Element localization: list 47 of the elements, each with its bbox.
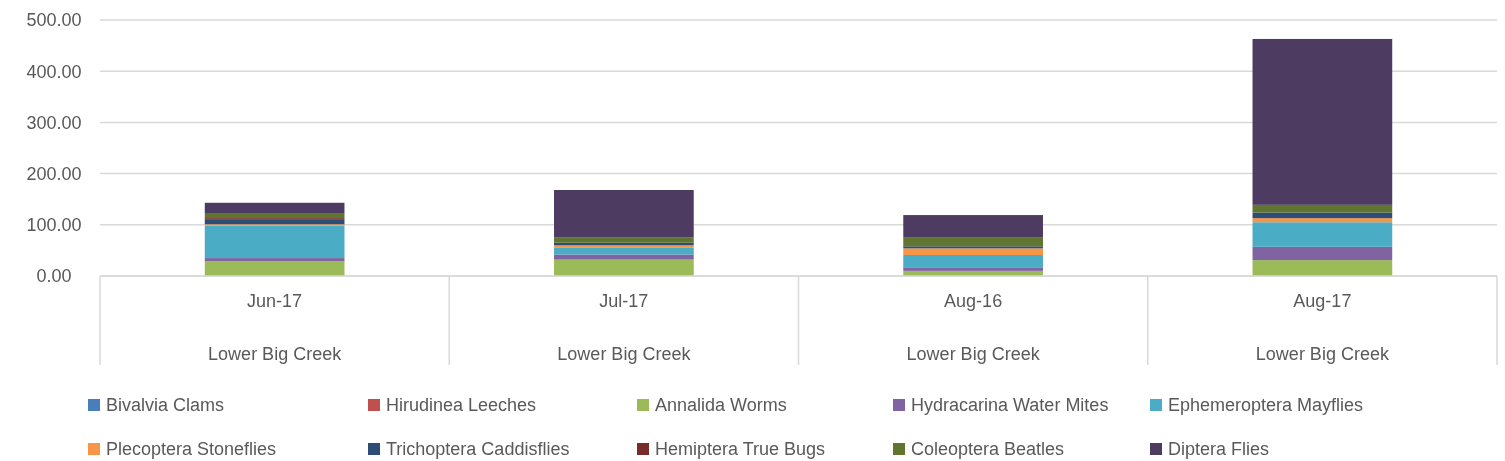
bar bbox=[903, 255, 1043, 268]
bar bbox=[204, 225, 345, 259]
bar bbox=[554, 247, 694, 255]
y-tick-label: 0.00 bbox=[36, 266, 72, 287]
legend-label: Coleoptera Beatles bbox=[911, 439, 1065, 460]
text: Lower Big Creek bbox=[208, 344, 343, 365]
legend-label: Hydracarina Water Mites bbox=[911, 395, 1109, 416]
bar bbox=[903, 246, 1043, 249]
bar bbox=[554, 189, 694, 238]
bar bbox=[1252, 218, 1393, 223]
legend-label: Annalida Worms bbox=[655, 395, 787, 416]
legend-label: Hemiptera True Bugs bbox=[655, 439, 826, 460]
x-tick-label: Jul-17 bbox=[599, 291, 649, 311]
y-tick-label: 100.00 bbox=[26, 215, 82, 236]
legend-label: Hirudinea Leeches bbox=[386, 395, 537, 416]
legend-label: Ephemeroptera Mayflies bbox=[1168, 395, 1364, 416]
y-tick-label: 200.00 bbox=[26, 163, 82, 184]
text: Lower Big Creek bbox=[1255, 344, 1390, 365]
bar bbox=[1252, 222, 1393, 247]
legend-label: Diptera Flies bbox=[1168, 439, 1270, 460]
bar bbox=[204, 258, 345, 262]
bar bbox=[1252, 204, 1393, 213]
bar bbox=[554, 237, 694, 243]
bar bbox=[903, 237, 1043, 247]
y-tick-label: 300.00 bbox=[26, 112, 82, 133]
bar bbox=[1252, 260, 1393, 276]
x-tick-label: Aug-16 bbox=[944, 291, 1003, 311]
bar bbox=[903, 267, 1043, 271]
legend-label: Bivalvia Clams bbox=[106, 395, 225, 416]
y-tick-label: 400.00 bbox=[26, 61, 82, 82]
x-tick-label: Aug-17 bbox=[1293, 291, 1352, 311]
bar bbox=[204, 213, 345, 219]
x-tick-label: Jun-17 bbox=[247, 291, 303, 311]
text: Lower Big Creek bbox=[906, 344, 1041, 365]
bar bbox=[204, 202, 345, 214]
legend-label: Trichoptera Caddisflies bbox=[386, 439, 570, 460]
text: Lower Big Creek bbox=[557, 344, 692, 365]
bar bbox=[903, 215, 1043, 238]
bar bbox=[1252, 246, 1393, 261]
bar bbox=[903, 248, 1043, 256]
bar bbox=[204, 219, 345, 225]
bar bbox=[554, 259, 694, 276]
y-tick-label: 500.00 bbox=[26, 10, 82, 31]
bar bbox=[204, 261, 345, 276]
bar bbox=[554, 254, 694, 260]
legend-label: Plecoptera Stoneflies bbox=[106, 439, 277, 460]
bar bbox=[1252, 38, 1393, 205]
